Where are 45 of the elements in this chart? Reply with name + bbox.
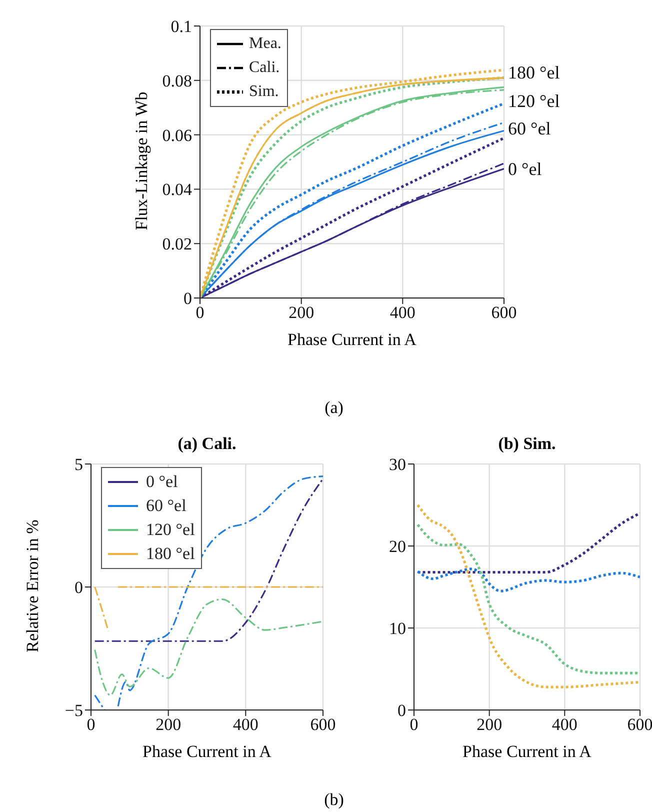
y-tick-label: 0 [398,701,406,720]
legend-label: 60 °el [146,496,186,516]
annotation: Mea. [249,35,282,53]
text: (a) [324,398,344,418]
annotation: Sim. [249,83,279,101]
y-tick-label: 20 [389,537,406,556]
y-tick-label: 0.1 [170,17,192,36]
annotation: 180 °el [508,62,560,83]
x-tick-label: 600 [491,303,517,322]
y-tick-label: −5 [64,701,83,720]
x-axis-title: Phase Current in A [142,742,272,762]
chart-title: (b) Sim. [497,434,557,454]
y-tick-label: 0.08 [162,71,192,90]
chart-title: (a) Cali. [176,434,238,454]
legend-label: 0 °el [146,472,178,492]
annotation: 120 °el [508,91,560,112]
y-axis-title: Flux-Linkage in Wb [132,90,152,232]
x-tick-label: 200 [476,715,502,734]
x-tick-label: 0 [196,303,204,322]
x-tick-label: 400 [232,715,258,734]
y-tick-label: 0 [184,289,192,308]
x-tick-label: 0 [86,715,96,734]
y-tick-label: 0.02 [162,234,192,254]
x-tick-label: 600 [627,715,652,734]
x-tick-label: 200 [156,715,182,734]
legend-label: 120 °el [146,520,195,540]
text: (b) [323,790,345,810]
x-axis-title: Phase Current in A [462,742,592,762]
y-tick-label: 0 [74,578,83,598]
y-tick-label: 5 [74,455,83,474]
y-axis-title: Relative Error in % [23,518,43,654]
y-tick-label: 30 [389,455,406,474]
x-tick-label: 0 [410,715,418,734]
y-tick-label: 10 [389,619,406,638]
x-axis-title: Phase Current in A [286,330,418,350]
annotation: 60 °el [508,118,551,138]
annotation: 0 °el [508,159,542,180]
x-tick-label: 400 [552,715,578,734]
y-tick-label: 0.06 [162,126,192,145]
legend-label: 180 °el [146,544,195,564]
y-tick-label: 0.04 [162,180,192,200]
x-tick-label: 400 [390,303,416,322]
x-tick-label: 200 [288,303,314,322]
annotation: Cali. [249,59,280,77]
x-tick-label: 600 [310,715,336,734]
